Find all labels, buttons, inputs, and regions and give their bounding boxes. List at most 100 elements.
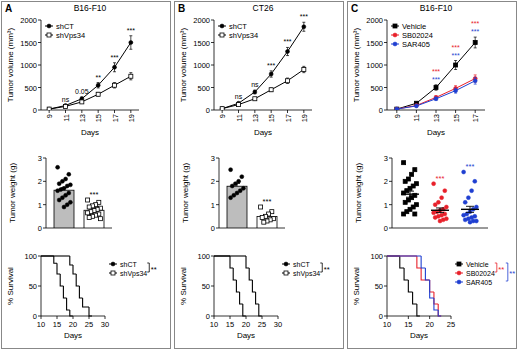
plot-area [401,161,479,225]
legend-marker [457,271,461,275]
annotation: *** [452,52,460,59]
y-tick [211,20,214,21]
x-tick-label: 10 [37,320,45,329]
y-tick-label: 500 [197,84,210,93]
marker [253,90,257,94]
error-bar [474,75,477,82]
annotation: *** [90,190,99,199]
y-axis [392,158,393,228]
y-tick-label: 0 [206,106,210,115]
point [413,168,417,172]
x-tick-label: 11 [235,114,244,122]
marker [414,104,418,108]
plot-area [220,22,306,110]
plot-area [41,256,92,316]
marker [473,41,477,45]
legend-label: SB02024 [402,31,433,40]
x-label: Days [81,128,99,137]
chart-line: AB16-F10050010001500200091113151719DaysT… [5,3,139,137]
annotation: *** [267,62,275,69]
survival-step [417,256,421,268]
survival-step [438,310,441,316]
title: B16-F10 [74,3,107,13]
point [229,168,233,172]
x-tick-label: 15 [94,114,103,122]
chart-bar: 0123Tumor weight (g)*** [181,154,285,233]
survival-step [434,292,438,304]
survival-step [400,256,404,268]
point [98,217,102,221]
y-tick-label: 3 [38,154,42,163]
legend-label: shCT [229,22,247,31]
annotation: *** [127,27,135,34]
x-tick [114,110,115,113]
legend-label: Vehicle [466,261,489,268]
point [440,196,444,200]
panel-letter: C [351,3,358,14]
x-tick [416,110,417,113]
annotation: ns [251,81,259,88]
y-tick [384,256,387,257]
bar [84,210,104,228]
x-tick-label: 17 [111,114,120,122]
annotation: *** [432,76,440,83]
y-tick-label: 1000 [366,61,383,70]
x-tick [49,110,50,113]
x-tick-label: 25 [447,320,455,329]
y-label: Tumor volume (mm³) [6,27,15,102]
y-label: Tumor volume (mm³) [352,27,361,102]
x-tick-label: 15 [53,320,61,329]
x-tick-label: 11 [62,114,71,122]
marker [47,107,51,110]
x-tick [429,316,430,319]
legend-label: shVps34 [229,31,258,40]
marker [47,107,51,110]
legend-marker [393,24,397,28]
point [86,211,90,215]
legend-marker [393,42,397,46]
x-tick [408,316,409,319]
survival-step [387,255,421,256]
x-tick [105,316,106,319]
y-tick [211,286,214,287]
survival-step [246,256,249,268]
chart-line: CB16-F100500100015002000911131517DaysTum… [351,3,485,137]
error-bar [406,191,414,197]
bracket [506,263,508,281]
y-tick [43,158,46,159]
x-tick-label: 13 [251,114,260,122]
legend-marker [111,271,115,275]
y-tick [211,65,214,66]
legend-label: SAR405 [402,40,430,49]
annotation: *** [432,68,440,75]
point [410,172,414,176]
series-line [49,43,131,110]
error-bar [286,78,289,83]
point [413,212,417,216]
survival-step [230,256,233,268]
x-tick-label: 17 [471,114,480,122]
annotation: *** [436,174,445,183]
y-tick [211,316,214,317]
legend-marker [220,24,224,28]
annotation: *** [452,44,460,51]
x-tick [254,110,255,113]
marker [454,89,458,93]
annotation: *** [300,13,308,20]
y-tick-label: 3 [384,154,388,163]
marker [286,79,290,83]
y-tick-label: 1 [38,201,42,210]
point [230,184,234,188]
point [473,179,477,183]
x-tick-label: 10 [383,320,391,329]
x-tick [387,316,388,319]
marker [395,107,399,110]
point [262,220,266,224]
y-label: Tumor weight (g) [181,163,190,224]
x-tick [271,110,272,113]
y-tick-label: 1 [211,201,215,210]
x-tick-label: 17 [284,114,293,122]
y-tick-label: 500 [370,84,383,93]
plot-area [387,256,441,316]
error-bar [302,66,305,72]
